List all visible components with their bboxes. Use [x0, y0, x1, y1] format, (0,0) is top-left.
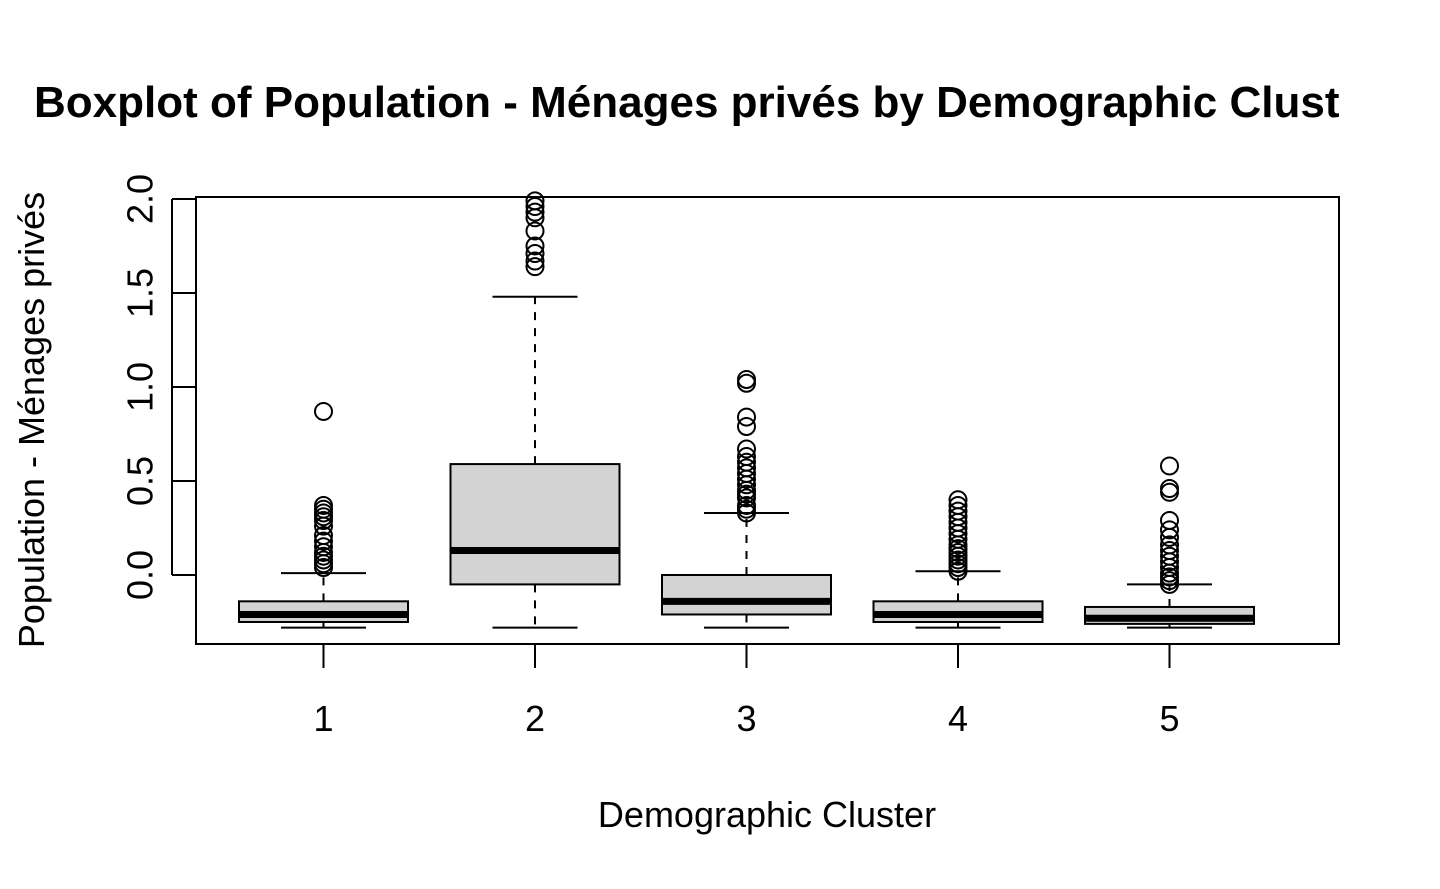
outlier-point — [948, 495, 968, 515]
outlier-point — [314, 537, 333, 557]
outlier-point — [525, 244, 545, 264]
outlier-point — [737, 495, 756, 515]
x-tick-label: 3 — [736, 698, 756, 739]
x-tick-label: 5 — [1159, 698, 1179, 739]
outlier-point — [737, 458, 756, 478]
outlier-point — [737, 369, 756, 389]
box-iqr — [449, 463, 621, 586]
y-tick-label: 2.0 — [120, 174, 161, 224]
outlier-point — [737, 447, 756, 467]
outlier-point — [1160, 541, 1179, 561]
outlier-point — [525, 197, 545, 217]
x-tick-label: 1 — [313, 698, 333, 739]
x-axis-label: Demographic Cluster — [598, 794, 936, 835]
outlier-point — [525, 257, 545, 277]
outlier-point — [737, 452, 756, 472]
outlier-point — [737, 439, 756, 459]
plot-frame — [195, 196, 1340, 645]
outlier-point — [525, 202, 545, 222]
outlier-point — [314, 495, 333, 515]
outlier-point — [737, 407, 756, 427]
outlier-point — [1160, 510, 1179, 530]
outlier-point — [1160, 520, 1179, 540]
outlier-point — [525, 191, 545, 211]
y-tick-label: 1.0 — [120, 362, 161, 412]
outlier-point — [525, 251, 545, 271]
outlier-point — [1160, 456, 1179, 476]
y-tick-label: 0.5 — [120, 456, 161, 506]
outlier-point — [948, 490, 968, 510]
outlier-point — [737, 416, 756, 436]
outlier-point — [1160, 546, 1179, 566]
box-iqr — [661, 574, 832, 616]
y-tick-label: 0.0 — [120, 550, 161, 600]
y-axis-label: Population - Ménages privés — [11, 192, 52, 648]
plot-layer: 0.0 0.5 1.0 1.5 2.0 1 2 3 4 5 — [120, 174, 1255, 739]
outlier-point — [525, 221, 545, 241]
outlier-point — [314, 526, 333, 546]
outlier-point — [1160, 479, 1179, 499]
outlier-point — [948, 501, 968, 521]
outlier-point — [314, 401, 333, 421]
x-tick-label: 2 — [525, 698, 545, 739]
x-tick-label: 4 — [948, 698, 968, 739]
y-tick-label: 1.5 — [120, 268, 161, 318]
outlier-point — [525, 236, 545, 256]
outlier-point — [314, 531, 333, 551]
outlier-point — [1160, 535, 1179, 555]
chart-title: Boxplot of Population - Ménages privés b… — [34, 78, 1340, 127]
